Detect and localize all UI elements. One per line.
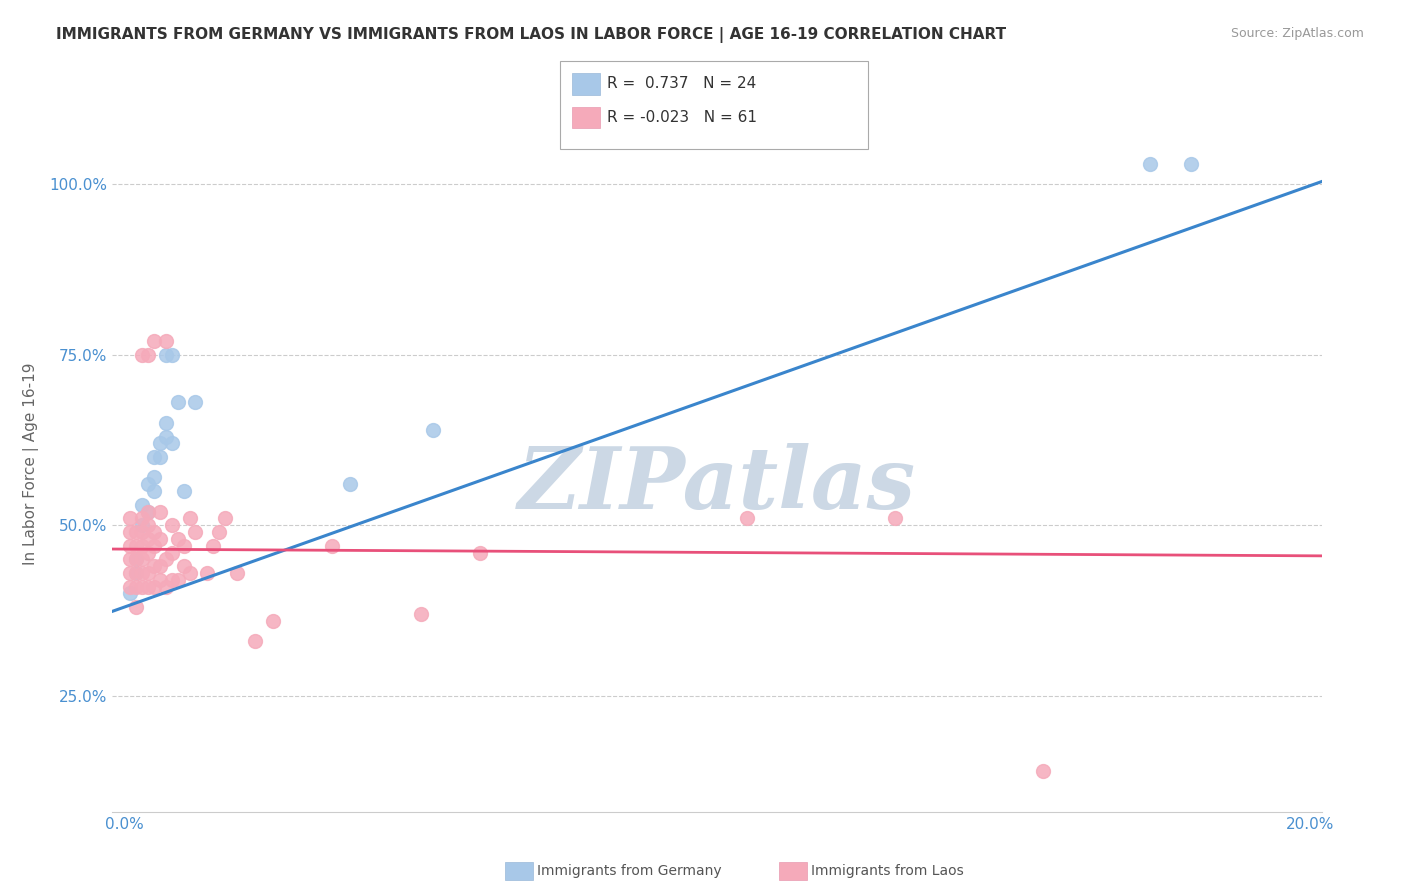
Point bbox=[136, 348, 159, 362]
Point bbox=[125, 566, 148, 580]
Point bbox=[136, 545, 159, 559]
Point bbox=[184, 524, 207, 539]
Point bbox=[226, 566, 249, 580]
Point bbox=[131, 566, 153, 580]
Point bbox=[143, 334, 166, 348]
Point bbox=[184, 395, 207, 409]
Point bbox=[131, 348, 153, 362]
Point bbox=[131, 518, 153, 533]
Point bbox=[143, 484, 166, 499]
Point bbox=[149, 532, 172, 546]
Point bbox=[179, 566, 201, 580]
Point bbox=[143, 559, 166, 574]
Point bbox=[131, 498, 153, 512]
Point bbox=[149, 559, 172, 574]
Point bbox=[149, 436, 172, 450]
Point bbox=[409, 607, 432, 621]
Point bbox=[262, 614, 284, 628]
Point bbox=[179, 511, 201, 525]
Text: IMMIGRANTS FROM GERMANY VS IMMIGRANTS FROM LAOS IN LABOR FORCE | AGE 16-19 CORRE: IMMIGRANTS FROM GERMANY VS IMMIGRANTS FR… bbox=[56, 27, 1007, 43]
Point bbox=[125, 524, 148, 539]
Point bbox=[166, 573, 188, 587]
Point bbox=[120, 566, 142, 580]
Point bbox=[160, 518, 183, 533]
Point bbox=[1180, 157, 1202, 171]
Point bbox=[120, 524, 142, 539]
Point bbox=[125, 600, 148, 615]
Point bbox=[243, 634, 266, 648]
Point bbox=[321, 539, 343, 553]
Point bbox=[155, 348, 177, 362]
Point bbox=[120, 586, 142, 600]
Point bbox=[1032, 764, 1054, 778]
Point bbox=[214, 511, 236, 525]
Point bbox=[149, 450, 172, 464]
Point bbox=[131, 524, 153, 539]
Text: Immigrants from Laos: Immigrants from Laos bbox=[811, 863, 965, 878]
Point bbox=[339, 477, 361, 491]
Point bbox=[1139, 157, 1161, 171]
Point bbox=[125, 552, 148, 566]
Text: R = -0.023   N = 61: R = -0.023 N = 61 bbox=[607, 111, 758, 125]
Point bbox=[160, 573, 183, 587]
Point bbox=[422, 423, 444, 437]
Point bbox=[131, 539, 153, 553]
Point bbox=[143, 580, 166, 594]
Text: Immigrants from Germany: Immigrants from Germany bbox=[537, 863, 721, 878]
Point bbox=[155, 429, 177, 443]
Text: Source: ZipAtlas.com: Source: ZipAtlas.com bbox=[1230, 27, 1364, 40]
Point bbox=[131, 552, 153, 566]
Point bbox=[160, 436, 183, 450]
Point bbox=[143, 539, 166, 553]
Point bbox=[136, 518, 159, 533]
Point bbox=[149, 505, 172, 519]
Point bbox=[160, 545, 183, 559]
Point bbox=[173, 559, 195, 574]
Point bbox=[136, 505, 159, 519]
Point bbox=[468, 545, 491, 559]
Point bbox=[120, 580, 142, 594]
Point bbox=[143, 450, 166, 464]
Point bbox=[136, 566, 159, 580]
Point bbox=[131, 511, 153, 525]
Point bbox=[735, 511, 758, 525]
Text: R =  0.737   N = 24: R = 0.737 N = 24 bbox=[607, 77, 756, 91]
Point bbox=[136, 477, 159, 491]
Point bbox=[173, 484, 195, 499]
Point bbox=[195, 566, 218, 580]
Point bbox=[166, 395, 188, 409]
Point bbox=[136, 505, 159, 519]
Point bbox=[166, 532, 188, 546]
Point bbox=[173, 539, 195, 553]
Point bbox=[155, 416, 177, 430]
Point bbox=[125, 552, 148, 566]
Point bbox=[155, 580, 177, 594]
Point bbox=[143, 470, 166, 484]
Point bbox=[143, 524, 166, 539]
Point bbox=[120, 539, 142, 553]
Point bbox=[155, 334, 177, 348]
Point bbox=[131, 580, 153, 594]
Point bbox=[136, 580, 159, 594]
Point bbox=[883, 511, 905, 525]
Point bbox=[155, 552, 177, 566]
Point bbox=[125, 580, 148, 594]
Point bbox=[120, 552, 142, 566]
Point bbox=[136, 532, 159, 546]
Text: ZIPatlas: ZIPatlas bbox=[517, 443, 917, 526]
Point bbox=[208, 524, 231, 539]
Point bbox=[125, 566, 148, 580]
Point bbox=[149, 573, 172, 587]
Y-axis label: In Labor Force | Age 16-19: In Labor Force | Age 16-19 bbox=[22, 362, 38, 566]
Point bbox=[120, 511, 142, 525]
Point bbox=[202, 539, 225, 553]
Point bbox=[160, 348, 183, 362]
Point bbox=[125, 539, 148, 553]
